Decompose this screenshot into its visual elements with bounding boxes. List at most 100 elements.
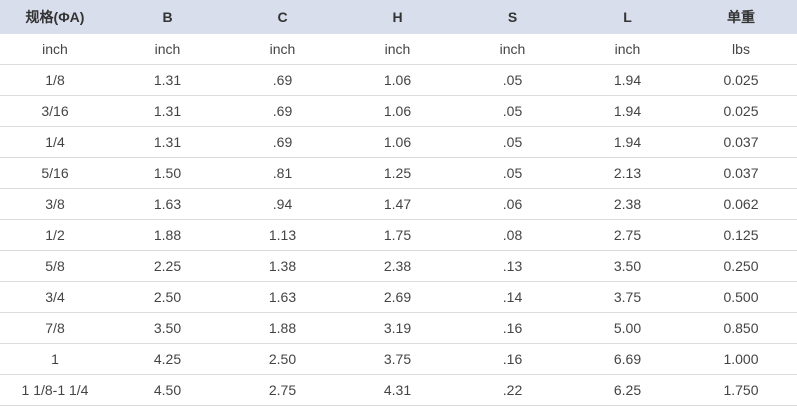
table-row: 1/4 1.31.69 1.06.05 1.94 0.037 <box>0 126 797 158</box>
cell-b: 4.25 <box>110 343 225 375</box>
cell-b: 1.31 <box>110 126 225 158</box>
cell-weight: 1.000 <box>685 343 797 375</box>
column-header-weight: 单重 <box>685 0 797 34</box>
cell-b: 2.25 <box>110 250 225 282</box>
unit-cell: inch <box>340 33 455 65</box>
cell-l: 3.75 <box>570 281 685 313</box>
cell-b: 1.31 <box>110 64 225 96</box>
cell-h: 1.75 <box>340 219 455 251</box>
column-header-h: H <box>340 0 455 34</box>
cell-l: 1.94 <box>570 64 685 96</box>
cell-l: 2.13 <box>570 157 685 189</box>
cell-l: 1.94 <box>570 126 685 158</box>
unit-cell: inch <box>570 33 685 65</box>
units-row: inch inch inch inch inch inch lbs <box>0 33 797 65</box>
table-row: 1/8 1.31.69 1.06.05 1.94 0.025 <box>0 64 797 96</box>
cell-b: 1.50 <box>110 157 225 189</box>
cell-b: 4.50 <box>110 374 225 406</box>
cell-weight: 0.062 <box>685 188 797 220</box>
cell-h: 4.31 <box>340 374 455 406</box>
cell-weight: 0.250 <box>685 250 797 282</box>
column-header-b: B <box>110 0 225 34</box>
unit-cell: lbs <box>685 33 797 65</box>
cell-spec: 1/8 <box>0 64 110 96</box>
cell-h: 1.06 <box>340 95 455 127</box>
cell-b: 1.63 <box>110 188 225 220</box>
cell-l: 3.50 <box>570 250 685 282</box>
cell-spec: 5/16 <box>0 157 110 189</box>
cell-c: .69 <box>225 64 340 96</box>
cell-c: 2.75 <box>225 374 340 406</box>
table-row: 5/16 1.50.81 1.25.05 2.13 0.037 <box>0 157 797 189</box>
cell-spec: 5/8 <box>0 250 110 282</box>
cell-spec: 3/16 <box>0 95 110 127</box>
cell-b: 2.50 <box>110 281 225 313</box>
cell-l: 1.94 <box>570 95 685 127</box>
cell-h: 2.38 <box>340 250 455 282</box>
cell-spec: 7/8 <box>0 312 110 344</box>
cell-h: 3.19 <box>340 312 455 344</box>
cell-s: .06 <box>455 188 570 220</box>
cell-c: 1.88 <box>225 312 340 344</box>
column-header-l: L <box>570 0 685 34</box>
column-header-s: S <box>455 0 570 34</box>
cell-weight: 0.025 <box>685 95 797 127</box>
cell-c: 2.50 <box>225 343 340 375</box>
cell-s: .05 <box>455 157 570 189</box>
cell-l: 2.38 <box>570 188 685 220</box>
cell-weight: 0.500 <box>685 281 797 313</box>
cell-spec: 1 1/8-1 1/4 <box>0 374 110 406</box>
cell-s: .22 <box>455 374 570 406</box>
unit-cell: inch <box>455 33 570 65</box>
cell-h: 1.25 <box>340 157 455 189</box>
cell-spec: 3/8 <box>0 188 110 220</box>
cell-c: .81 <box>225 157 340 189</box>
cell-weight: 1.750 <box>685 374 797 406</box>
cell-l: 6.69 <box>570 343 685 375</box>
cell-h: 2.69 <box>340 281 455 313</box>
column-header-spec: 规格(ΦA) <box>0 0 110 34</box>
table-row: 7/8 3.50 1.88 3.19.16 5.00 0.850 <box>0 312 797 344</box>
cell-spec: 1/4 <box>0 126 110 158</box>
unit-cell: inch <box>225 33 340 65</box>
cell-b: 3.50 <box>110 312 225 344</box>
cell-s: .05 <box>455 95 570 127</box>
cell-s: .16 <box>455 343 570 375</box>
table-body: inch inch inch inch inch inch lbs 1/8 1.3… <box>0 33 797 406</box>
cell-h: 1.06 <box>340 64 455 96</box>
unit-cell: inch <box>0 33 110 65</box>
cell-spec: 3/4 <box>0 281 110 313</box>
cell-h: 3.75 <box>340 343 455 375</box>
table-row: 3/4 2.50 1.63 2.69.14 3.75 0.500 <box>0 281 797 313</box>
cell-c: 1.13 <box>225 219 340 251</box>
header-row: 规格(ΦA) B C H S L 单重 <box>0 0 797 34</box>
cell-s: .16 <box>455 312 570 344</box>
cell-c: 1.38 <box>225 250 340 282</box>
cell-s: .13 <box>455 250 570 282</box>
cell-l: 5.00 <box>570 312 685 344</box>
cell-l: 2.75 <box>570 219 685 251</box>
table-row: 1/2 1.88 1.13 1.75.08 2.75 0.125 <box>0 219 797 251</box>
table-row: 5/8 2.25 1.38 2.38.13 3.50 0.250 <box>0 250 797 282</box>
cell-c: 1.63 <box>225 281 340 313</box>
cell-c: .69 <box>225 95 340 127</box>
table-row: 3/8 1.63.94 1.47.06 2.38 0.062 <box>0 188 797 220</box>
cell-weight: 0.025 <box>685 64 797 96</box>
cell-spec: 1 <box>0 343 110 375</box>
cell-h: 1.06 <box>340 126 455 158</box>
table-row: 1 4.25 2.50 3.75.16 6.69 1.000 <box>0 343 797 375</box>
cell-s: .05 <box>455 64 570 96</box>
cell-h: 1.47 <box>340 188 455 220</box>
column-header-c: C <box>225 0 340 34</box>
cell-weight: 0.037 <box>685 126 797 158</box>
table-row: 3/16 1.31.69 1.06.05 1.94 0.025 <box>0 95 797 127</box>
cell-s: .08 <box>455 219 570 251</box>
cell-c: .69 <box>225 126 340 158</box>
table-row: 1 1/8-1 1/4 4.50 2.75 4.31.22 6.25 1.750 <box>0 374 797 406</box>
cell-s: .05 <box>455 126 570 158</box>
cell-b: 1.31 <box>110 95 225 127</box>
cell-s: .14 <box>455 281 570 313</box>
cell-weight: 0.125 <box>685 219 797 251</box>
cell-weight: 0.037 <box>685 157 797 189</box>
